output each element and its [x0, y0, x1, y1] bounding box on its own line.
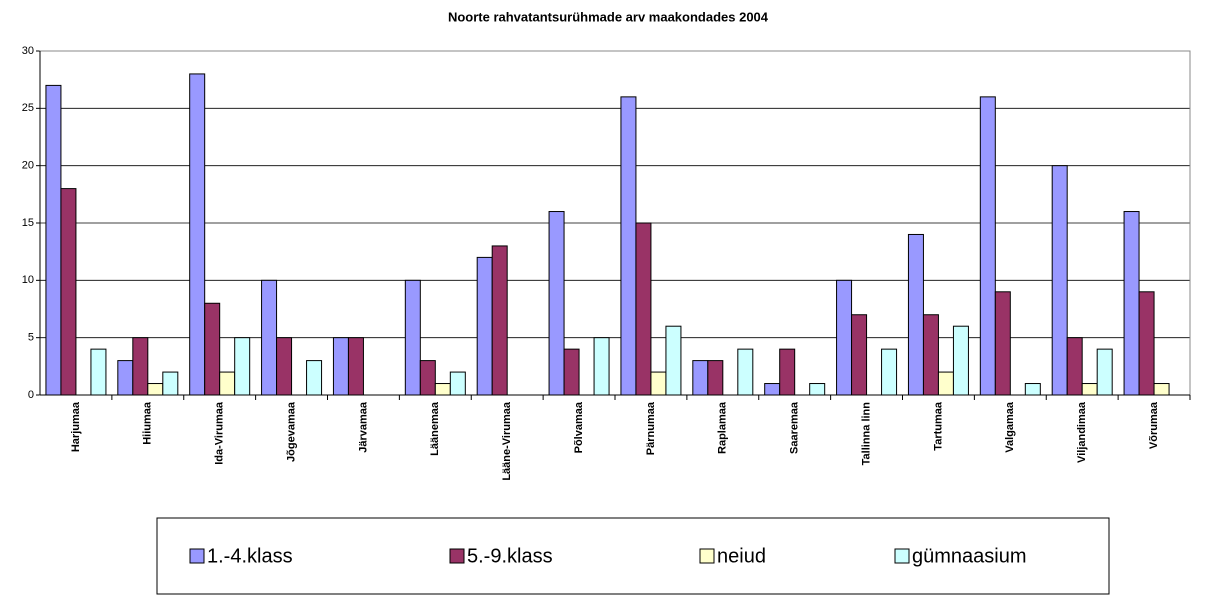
bar — [1081, 383, 1098, 396]
bar — [476, 256, 493, 396]
bar — [1138, 291, 1155, 396]
bar — [548, 211, 565, 396]
legend-label: 1.-4.klass — [207, 545, 293, 567]
chart-title: Noorte rahvatantsurühmade arv maakondade… — [448, 9, 769, 24]
bar — [491, 245, 508, 396]
bar — [563, 348, 580, 396]
bar — [90, 348, 107, 396]
bar — [332, 337, 349, 396]
bar — [1123, 211, 1140, 396]
y-tick-label: 15 — [22, 217, 34, 229]
x-tick-label: Jõgevamaa — [285, 401, 297, 462]
bar — [620, 96, 637, 396]
bar — [449, 371, 466, 396]
bar — [650, 371, 667, 396]
bar — [1096, 348, 1113, 396]
legend-label: 5.-9.klass — [467, 545, 553, 567]
x-tick-label: Ida-Virumaa — [214, 401, 226, 465]
x-tick-label: Tartumaa — [932, 401, 944, 451]
x-tick-label: Võrumaa — [1148, 401, 1160, 449]
x-tick-label: Viljandimaa — [1076, 401, 1088, 463]
bar — [162, 371, 179, 396]
bar — [881, 348, 898, 396]
y-tick-label: 25 — [22, 102, 34, 114]
y-tick-label: 0 — [28, 389, 34, 401]
bar — [1066, 337, 1083, 396]
legend-label: neiud — [717, 545, 766, 567]
x-tick-label: Saaremaa — [789, 401, 801, 454]
bar — [907, 233, 924, 396]
x-tick-label: Raplamaa — [717, 401, 729, 454]
bar — [692, 360, 709, 396]
legend-swatch — [449, 548, 465, 564]
bar — [593, 337, 610, 396]
bar — [952, 325, 969, 396]
bar — [764, 383, 781, 396]
bar — [347, 337, 364, 396]
bar — [219, 371, 236, 396]
bar — [306, 360, 323, 396]
x-tick-label: Hiiumaa — [142, 401, 154, 445]
bar — [404, 279, 421, 396]
bar — [204, 302, 221, 396]
bar — [979, 96, 996, 396]
bar — [234, 337, 251, 396]
y-tick-label: 20 — [22, 160, 34, 172]
legend-box — [156, 517, 1110, 595]
x-tick-label: Läänemaa — [429, 401, 441, 456]
x-tick-label: Valgamaa — [1004, 401, 1016, 453]
legend-label: gümnaasium — [912, 545, 1027, 567]
bar — [1153, 383, 1170, 396]
bar — [779, 348, 796, 396]
x-tick-label: Pärnumaa — [645, 401, 657, 455]
bar — [45, 84, 62, 396]
bar — [707, 360, 724, 396]
bar — [434, 383, 451, 396]
bar — [635, 222, 652, 396]
bar — [147, 383, 164, 396]
x-tick-label: Harjumaa — [70, 401, 82, 452]
bar — [809, 383, 826, 396]
bar — [937, 371, 954, 396]
bar — [117, 360, 134, 396]
legend-swatch — [894, 548, 910, 564]
bar — [1051, 165, 1068, 396]
x-tick-label: Lääne-Virumaa — [501, 401, 513, 481]
bar — [276, 337, 293, 396]
bar — [132, 337, 149, 396]
legend-swatch — [699, 548, 715, 564]
y-tick-label: 10 — [22, 274, 34, 286]
bar — [419, 360, 436, 396]
x-tick-label: Tallinna linn — [860, 402, 872, 466]
y-tick-label: 30 — [22, 45, 34, 57]
bar — [994, 291, 1011, 396]
bar — [737, 348, 754, 396]
bar — [851, 314, 868, 396]
x-tick-label: Järvamaa — [357, 401, 369, 453]
x-tick-label: Põlvamaa — [573, 401, 585, 453]
y-tick-label: 5 — [28, 332, 34, 344]
bar — [1024, 383, 1041, 396]
bar — [60, 188, 77, 396]
bar — [665, 325, 682, 396]
legend-swatch — [189, 548, 205, 564]
bar — [261, 279, 278, 396]
bar — [189, 73, 206, 396]
bar — [836, 279, 853, 396]
bar — [922, 314, 939, 396]
